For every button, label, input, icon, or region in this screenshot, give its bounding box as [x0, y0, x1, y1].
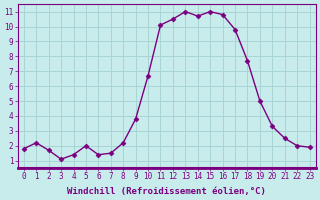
X-axis label: Windchill (Refroidissement éolien,°C): Windchill (Refroidissement éolien,°C) [67, 187, 266, 196]
